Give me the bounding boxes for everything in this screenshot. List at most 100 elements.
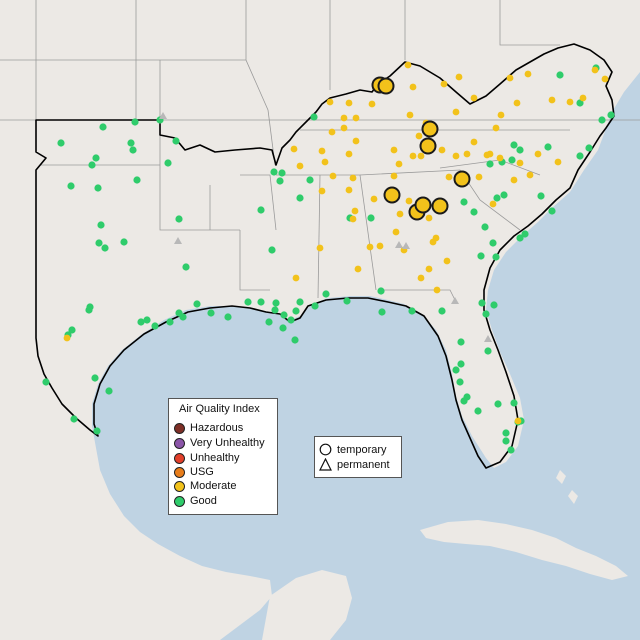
moderate-monitor-marker[interactable] bbox=[601, 75, 609, 83]
good-monitor-marker[interactable] bbox=[97, 221, 105, 229]
good-monitor-marker[interactable] bbox=[85, 306, 93, 314]
moderate-temporary-marker[interactable] bbox=[453, 170, 471, 188]
good-monitor-marker[interactable] bbox=[470, 208, 478, 216]
good-monitor-marker[interactable] bbox=[105, 387, 113, 395]
moderate-monitor-marker[interactable] bbox=[497, 111, 505, 119]
good-monitor-marker[interactable] bbox=[151, 322, 159, 330]
good-monitor-marker[interactable] bbox=[607, 111, 615, 119]
good-monitor-marker[interactable] bbox=[457, 338, 465, 346]
moderate-monitor-marker[interactable] bbox=[390, 172, 398, 180]
good-monitor-marker[interactable] bbox=[521, 230, 529, 238]
moderate-monitor-marker[interactable] bbox=[417, 274, 425, 282]
good-monitor-marker[interactable] bbox=[306, 176, 314, 184]
moderate-monitor-marker[interactable] bbox=[366, 243, 374, 251]
good-monitor-marker[interactable] bbox=[516, 234, 524, 242]
moderate-monitor-marker[interactable] bbox=[455, 73, 463, 81]
moderate-monitor-marker[interactable] bbox=[392, 228, 400, 236]
moderate-temporary-marker[interactable] bbox=[377, 77, 395, 95]
moderate-monitor-marker[interactable] bbox=[417, 152, 425, 160]
good-monitor-marker[interactable] bbox=[101, 244, 109, 252]
moderate-monitor-marker[interactable] bbox=[554, 158, 562, 166]
moderate-monitor-marker[interactable] bbox=[351, 207, 359, 215]
moderate-monitor-marker[interactable] bbox=[340, 114, 348, 122]
moderate-monitor-marker[interactable] bbox=[354, 265, 362, 273]
permanent-monitor-marker[interactable] bbox=[159, 112, 167, 119]
good-monitor-marker[interactable] bbox=[276, 177, 284, 185]
good-monitor-marker[interactable] bbox=[166, 318, 174, 326]
moderate-monitor-marker[interactable] bbox=[445, 173, 453, 181]
good-monitor-marker[interactable] bbox=[175, 215, 183, 223]
moderate-monitor-marker[interactable] bbox=[296, 162, 304, 170]
moderate-monitor-marker[interactable] bbox=[290, 145, 298, 153]
good-monitor-marker[interactable] bbox=[438, 307, 446, 315]
good-monitor-marker[interactable] bbox=[478, 299, 486, 307]
moderate-monitor-marker[interactable] bbox=[318, 147, 326, 155]
good-monitor-marker[interactable] bbox=[544, 143, 552, 151]
good-monitor-marker[interactable] bbox=[378, 308, 386, 316]
permanent-monitor-marker[interactable] bbox=[395, 241, 403, 248]
moderate-monitor-marker[interactable] bbox=[489, 200, 497, 208]
moderate-monitor-marker[interactable] bbox=[349, 174, 357, 182]
moderate-monitor-marker[interactable] bbox=[415, 132, 423, 140]
good-monitor-marker[interactable] bbox=[279, 324, 287, 332]
moderate-monitor-marker[interactable] bbox=[463, 150, 471, 158]
moderate-monitor-marker[interactable] bbox=[396, 210, 404, 218]
moderate-monitor-marker[interactable] bbox=[506, 74, 514, 82]
moderate-monitor-marker[interactable] bbox=[510, 176, 518, 184]
good-monitor-marker[interactable] bbox=[310, 113, 318, 121]
moderate-monitor-marker[interactable] bbox=[349, 215, 357, 223]
moderate-monitor-marker[interactable] bbox=[425, 214, 433, 222]
good-monitor-marker[interactable] bbox=[133, 176, 141, 184]
good-monitor-marker[interactable] bbox=[457, 360, 465, 368]
good-monitor-marker[interactable] bbox=[507, 446, 515, 454]
good-monitor-marker[interactable] bbox=[377, 287, 385, 295]
moderate-monitor-marker[interactable] bbox=[534, 150, 542, 158]
good-monitor-marker[interactable] bbox=[164, 159, 172, 167]
moderate-monitor-marker[interactable] bbox=[340, 124, 348, 132]
moderate-monitor-marker[interactable] bbox=[470, 138, 478, 146]
permanent-monitor-marker[interactable] bbox=[484, 335, 492, 342]
good-monitor-marker[interactable] bbox=[268, 246, 276, 254]
moderate-monitor-marker[interactable] bbox=[438, 146, 446, 154]
good-monitor-marker[interactable] bbox=[296, 194, 304, 202]
good-monitor-marker[interactable] bbox=[322, 290, 330, 298]
permanent-monitor-marker[interactable] bbox=[402, 242, 410, 249]
good-monitor-marker[interactable] bbox=[502, 437, 510, 445]
good-monitor-marker[interactable] bbox=[482, 310, 490, 318]
moderate-monitor-marker[interactable] bbox=[579, 94, 587, 102]
good-monitor-marker[interactable] bbox=[510, 141, 518, 149]
good-monitor-marker[interactable] bbox=[492, 253, 500, 261]
good-monitor-marker[interactable] bbox=[92, 154, 100, 162]
moderate-monitor-marker[interactable] bbox=[433, 286, 441, 294]
good-monitor-marker[interactable] bbox=[502, 429, 510, 437]
moderate-monitor-marker[interactable] bbox=[326, 98, 334, 106]
moderate-monitor-marker[interactable] bbox=[566, 98, 574, 106]
moderate-temporary-marker[interactable] bbox=[431, 197, 449, 215]
good-monitor-marker[interactable] bbox=[500, 191, 508, 199]
good-monitor-marker[interactable] bbox=[516, 146, 524, 154]
moderate-monitor-marker[interactable] bbox=[452, 152, 460, 160]
moderate-monitor-marker[interactable] bbox=[292, 274, 300, 282]
moderate-monitor-marker[interactable] bbox=[496, 154, 504, 162]
moderate-monitor-marker[interactable] bbox=[390, 146, 398, 154]
good-monitor-marker[interactable] bbox=[508, 156, 516, 164]
good-monitor-marker[interactable] bbox=[287, 316, 295, 324]
moderate-monitor-marker[interactable] bbox=[526, 171, 534, 179]
good-monitor-marker[interactable] bbox=[42, 378, 50, 386]
good-monitor-marker[interactable] bbox=[292, 307, 300, 315]
moderate-monitor-marker[interactable] bbox=[591, 66, 599, 74]
good-monitor-marker[interactable] bbox=[99, 123, 107, 131]
moderate-monitor-marker[interactable] bbox=[376, 242, 384, 250]
moderate-monitor-marker[interactable] bbox=[404, 61, 412, 69]
good-monitor-marker[interactable] bbox=[493, 194, 501, 202]
moderate-monitor-marker[interactable] bbox=[345, 186, 353, 194]
good-monitor-marker[interactable] bbox=[91, 374, 99, 382]
good-monitor-marker[interactable] bbox=[537, 192, 545, 200]
moderate-monitor-marker[interactable] bbox=[440, 80, 448, 88]
good-monitor-marker[interactable] bbox=[481, 223, 489, 231]
good-monitor-marker[interactable] bbox=[93, 427, 101, 435]
permanent-monitors[interactable] bbox=[159, 112, 492, 342]
moderate-monitor-marker[interactable] bbox=[321, 158, 329, 166]
moderate-monitor-marker[interactable] bbox=[470, 94, 478, 102]
moderate-monitor-marker[interactable] bbox=[352, 114, 360, 122]
